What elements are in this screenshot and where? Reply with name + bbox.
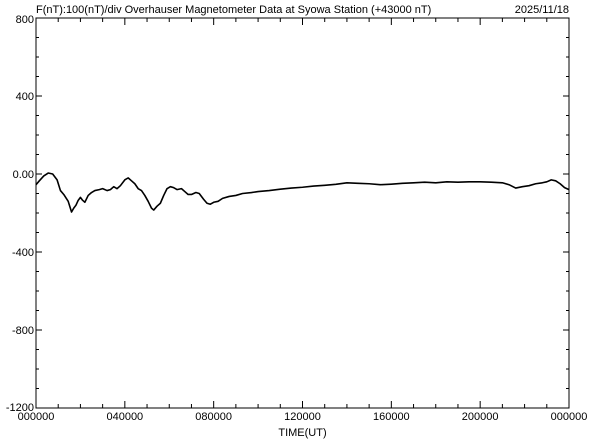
y-tick-label: -800	[12, 325, 34, 337]
x-tick-label: 040000	[106, 411, 143, 423]
chart-date: 2025/11/18	[515, 4, 569, 16]
x-tick-label: 000000	[551, 411, 588, 423]
series-group	[35, 172, 570, 213]
x-tick-label: 080000	[195, 411, 232, 423]
chart-title: F(nT):100(nT)/div Overhauser Magnetomete…	[36, 4, 431, 16]
y-tick-label: 800	[16, 14, 34, 26]
x-axis: 000000 040000 080000 120000 160000 200000 0000…	[18, 18, 588, 423]
y-tick-label: -400	[12, 247, 34, 259]
x-tick-label: 160000	[373, 411, 410, 423]
y-tick-label: 400	[16, 91, 34, 103]
x-tick-label: 000000	[18, 411, 55, 423]
x-tick-label: 120000	[284, 411, 321, 423]
y-tick-label: -1200	[6, 402, 34, 414]
x-tick-label: 200000	[462, 411, 499, 423]
series-line-0	[35, 172, 570, 213]
y-tick-label: 0.00	[13, 169, 34, 181]
y-axis: 800 400 0.00 -400 -800 -1200	[6, 14, 569, 414]
plot-frame	[35, 17, 570, 409]
x-axis-label: TIME(UT)	[278, 427, 326, 439]
